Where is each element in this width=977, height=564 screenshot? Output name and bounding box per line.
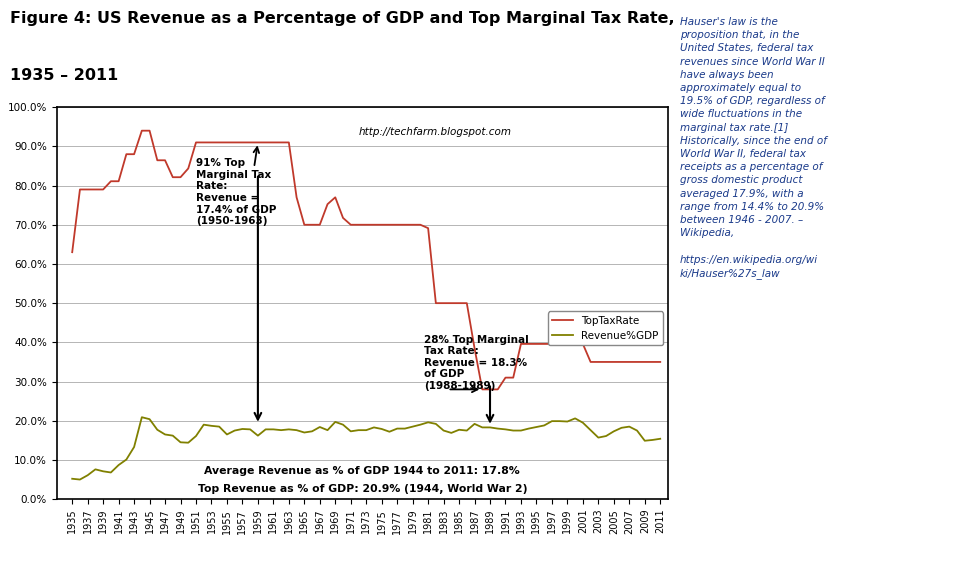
TopTaxRate	[66, 249, 78, 255]
TopTaxRate	[654, 359, 665, 365]
Line: Revenue%GDP: Revenue%GDP	[72, 417, 659, 479]
Revenue%GDP	[74, 476, 86, 483]
TopTaxRate	[399, 222, 410, 228]
Text: Top Revenue as % of GDP: 20.9% (1944, World War 2): Top Revenue as % of GDP: 20.9% (1944, Wo…	[197, 484, 527, 494]
TopTaxRate	[268, 139, 279, 146]
TopTaxRate	[314, 222, 325, 228]
TopTaxRate	[476, 386, 488, 393]
TopTaxRate	[190, 139, 201, 146]
Revenue%GDP	[197, 421, 209, 428]
Text: 28% Top Marginal
Tax Rate:
Revenue = 18.3%
of GDP
(1988-1989): 28% Top Marginal Tax Rate: Revenue = 18.…	[424, 334, 529, 391]
Revenue%GDP	[136, 414, 148, 421]
TopTaxRate	[329, 194, 341, 201]
TopTaxRate	[275, 139, 286, 146]
Revenue%GDP	[337, 421, 349, 428]
Text: 1935 – 2011: 1935 – 2011	[10, 68, 118, 83]
Revenue%GDP	[321, 427, 333, 434]
Text: 91% Top
Marginal Tax
Rate:
Revenue =
17.4% of GDP
(1950-1963): 91% Top Marginal Tax Rate: Revenue = 17.…	[195, 158, 276, 226]
Text: Figure 4: US Revenue as a Percentage of GDP and Top Marginal Tax Rate,: Figure 4: US Revenue as a Percentage of …	[10, 11, 674, 27]
Text: Hauser's law is the
proposition that, in the
United States, federal tax
revenues: Hauser's law is the proposition that, in…	[679, 17, 826, 279]
Text: http://techfarm.blogspot.com: http://techfarm.blogspot.com	[359, 126, 511, 136]
Revenue%GDP	[275, 427, 286, 434]
Revenue%GDP	[654, 435, 665, 442]
Line: TopTaxRate: TopTaxRate	[72, 131, 659, 389]
Revenue%GDP	[282, 426, 294, 433]
Text: Average Revenue as % of GDP 1944 to 2011: 17.8%: Average Revenue as % of GDP 1944 to 2011…	[204, 465, 520, 475]
Revenue%GDP	[66, 475, 78, 482]
Revenue%GDP	[406, 423, 418, 430]
TopTaxRate	[136, 127, 148, 134]
Legend: TopTaxRate, Revenue%GDP: TopTaxRate, Revenue%GDP	[547, 311, 662, 345]
